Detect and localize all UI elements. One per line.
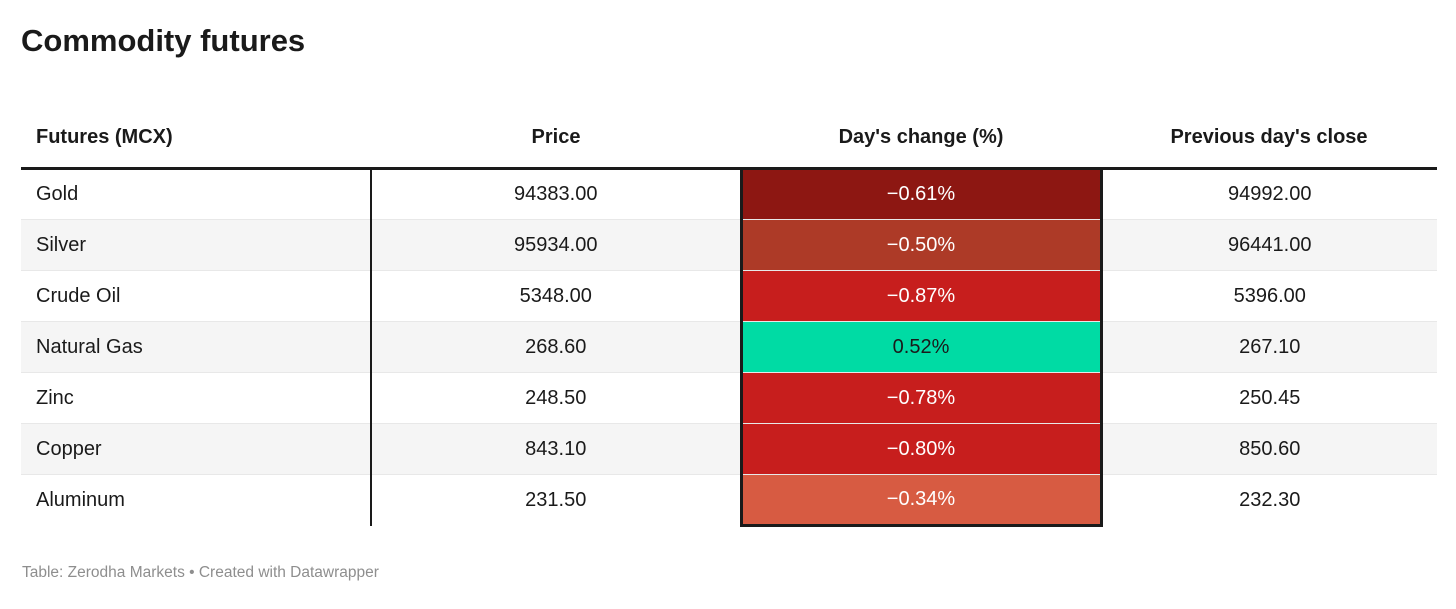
days-change-cell: −0.80% [739, 423, 1103, 475]
futures-name-cell: Aluminum [21, 474, 372, 526]
previous-close-cell: 94992.00 [1228, 183, 1312, 205]
column-header-previous-close: Previous day's close [1101, 110, 1437, 170]
days-change-cell: −0.78% [739, 372, 1103, 424]
table-row-crude-oil: Crude Oil 5348.00 −0.87% 5396.00 [21, 270, 1437, 322]
previous-close-cell: 850.60 [1101, 423, 1437, 475]
days-change-cell: −0.50% [739, 219, 1103, 271]
futures-name-cell: Natural Gas [21, 321, 372, 373]
price-cell: 843.10 [371, 423, 741, 475]
futures-name-cell: Silver [21, 219, 372, 271]
header-row: Futures (MCX) Price Day's change (%) Pre… [21, 110, 1437, 170]
days-change-cell: −0.87% [739, 270, 1103, 322]
previous-close-cell: 250.45 [1101, 372, 1437, 424]
price-cell: 94383.00 [514, 183, 598, 205]
price-cell: 5348.00 [371, 270, 741, 322]
column-header-days-change: Day's change (%) [741, 110, 1101, 170]
price-cell: 248.50 [371, 372, 741, 424]
futures-name-cell: Gold [21, 168, 372, 220]
previous-close-cell: 5396.00 [1101, 270, 1437, 322]
column-header-price: Price [371, 110, 741, 170]
days-change-cell: −0.61% [739, 168, 1103, 220]
commodity-futures-table: Futures (MCX) Price Day's change (%) Pre… [21, 110, 1437, 527]
previous-close-cell: 96441.00 [1101, 219, 1437, 271]
futures-name-cell: Zinc [21, 372, 372, 424]
table-row-copper: Copper 843.10 −0.80% 850.60 [21, 423, 1437, 475]
table-row-gold: Gold 94383.00 −0.61% 94992.00 [21, 168, 1437, 220]
previous-close-cell: 232.30 [1101, 474, 1437, 526]
column-header-futures: Futures (MCX) [21, 110, 371, 170]
table-row-silver: Silver 95934.00 −0.50% 96441.00 [21, 219, 1437, 271]
table-row-natural-gas: Natural Gas 268.60 0.52% 267.10 [21, 321, 1437, 373]
price-cell: 95934.00 [371, 219, 741, 271]
table-row-aluminum: Aluminum 231.50 −0.34% 232.30 [21, 474, 1437, 527]
futures-name-cell: Crude Oil [21, 270, 372, 322]
page-title: Commodity futures [21, 23, 306, 58]
price-cell: 268.60 [371, 321, 741, 373]
previous-close-cell: 267.10 [1101, 321, 1437, 373]
price-cell: 231.50 [371, 474, 741, 526]
days-change-cell: −0.34% [739, 474, 1103, 527]
table-row-zinc: Zinc 248.50 −0.78% 250.45 [21, 372, 1437, 424]
page: Commodity futures Futures (MCX) Price Da… [21, 23, 1437, 581]
attribution-text: Table: Zerodha Markets • Created with Da… [22, 564, 379, 581]
futures-name-cell: Copper [21, 423, 372, 475]
days-change-cell: 0.52% [739, 321, 1103, 373]
